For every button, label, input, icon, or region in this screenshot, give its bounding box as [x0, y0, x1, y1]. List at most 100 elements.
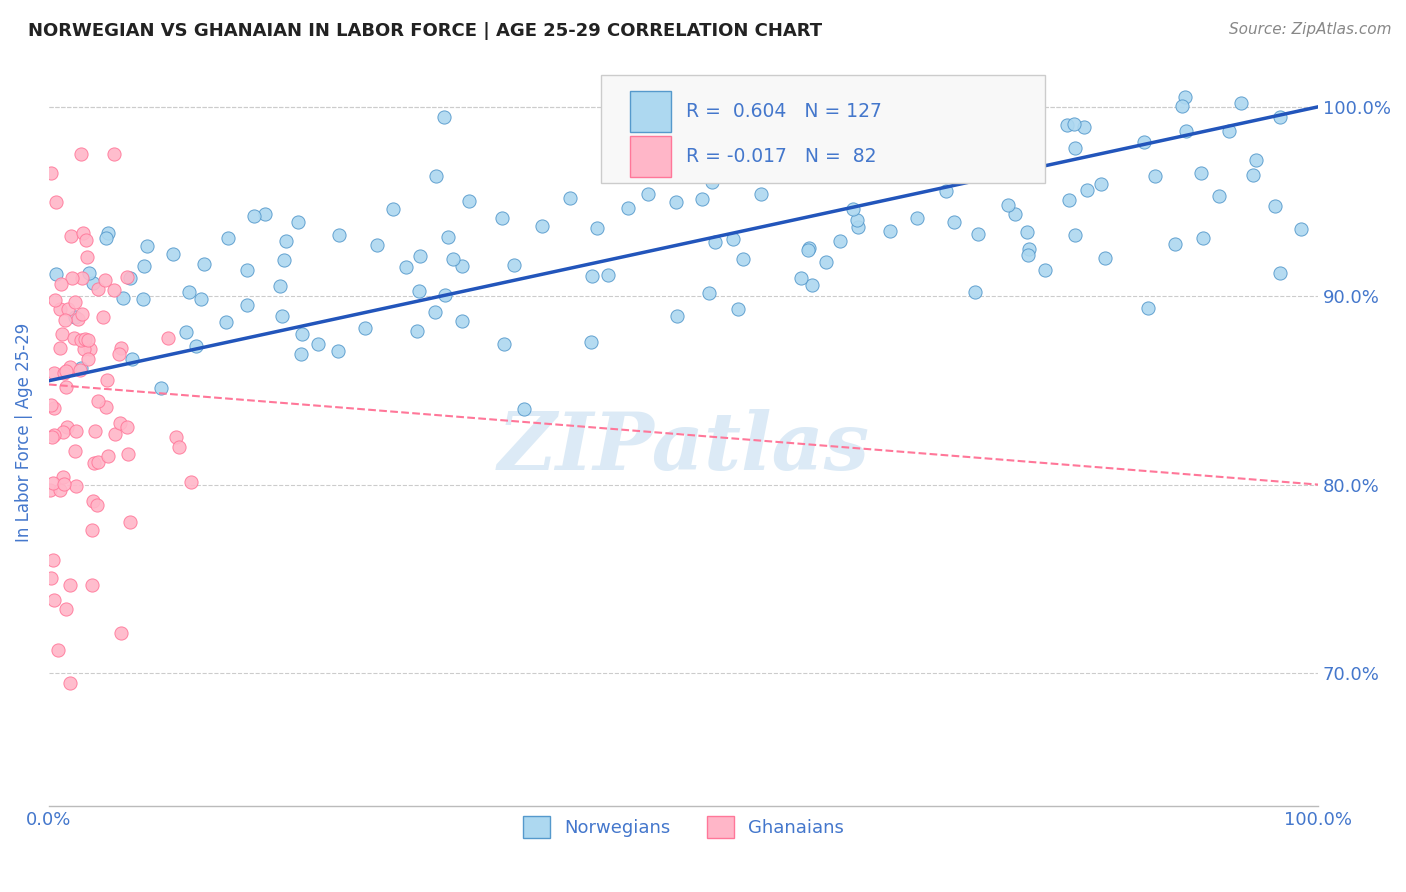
Point: [55, 363, 77, 377]
Point: [80, 578, 103, 592]
Point: [73, 343, 96, 357]
Point: [382, 202, 405, 217]
Point: [1137, 301, 1160, 315]
Point: [1035, 262, 1057, 277]
Point: [665, 194, 688, 209]
Point: [1018, 242, 1040, 256]
Point: [1175, 124, 1198, 138]
Point: [83, 456, 105, 470]
Point: [845, 213, 868, 227]
Point: [53, 367, 76, 381]
Point: [236, 298, 259, 312]
Point: [236, 262, 259, 277]
Point: [790, 270, 813, 285]
Point: [184, 339, 207, 353]
Point: [1263, 199, 1285, 213]
Point: [433, 110, 456, 124]
Point: [617, 201, 640, 215]
Point: [39, 165, 62, 179]
Point: [1090, 178, 1112, 192]
Point: [157, 331, 180, 345]
Point: [274, 235, 297, 249]
Point: [846, 220, 869, 235]
Point: [132, 259, 155, 273]
Point: [963, 151, 986, 165]
Point: [558, 191, 581, 205]
Point: [1064, 140, 1087, 154]
Point: [59, 360, 82, 375]
Point: [308, 337, 330, 351]
Point: [1189, 166, 1212, 180]
Point: [45, 267, 67, 281]
Point: [70, 270, 93, 285]
Point: [1057, 193, 1080, 207]
Point: [450, 259, 472, 273]
Point: [1063, 117, 1085, 131]
Point: [76, 250, 98, 264]
Point: [328, 344, 350, 359]
Point: [749, 187, 772, 202]
Point: [42, 475, 65, 490]
Point: [41, 430, 63, 444]
Point: [97, 226, 120, 240]
Point: [97, 450, 120, 464]
Point: [42, 553, 65, 567]
Point: [270, 310, 292, 324]
Point: [52, 477, 75, 491]
Point: [59, 577, 82, 591]
Point: [111, 291, 134, 305]
Point: [82, 523, 104, 537]
Point: [637, 186, 659, 201]
Point: [433, 288, 456, 302]
Point: [108, 416, 131, 430]
Point: [49, 301, 72, 316]
Point: [215, 315, 238, 329]
Point: [290, 347, 312, 361]
Point: [1133, 135, 1156, 149]
Point: [936, 128, 959, 142]
Point: [842, 202, 865, 216]
Point: [408, 284, 430, 298]
Point: [42, 401, 65, 415]
Point: [91, 310, 114, 324]
Point: [63, 310, 86, 324]
Point: [82, 276, 104, 290]
Point: [1268, 110, 1291, 124]
Point: [39, 483, 62, 497]
Point: [1056, 119, 1078, 133]
Point: [44, 366, 66, 380]
Point: [150, 381, 173, 395]
Point: [69, 362, 91, 376]
Point: [39, 398, 62, 412]
Point: [87, 282, 110, 296]
Point: [87, 393, 110, 408]
Point: [121, 352, 143, 367]
Text: ZIPatlas: ZIPatlas: [498, 409, 870, 486]
Point: [39, 571, 62, 585]
Point: [963, 285, 986, 300]
Point: [458, 194, 481, 208]
Point: [967, 227, 990, 242]
Point: [104, 427, 127, 442]
Point: [55, 380, 77, 394]
Point: [690, 192, 713, 206]
Point: [1230, 96, 1253, 111]
Y-axis label: In Labor Force | Age 25-29: In Labor Force | Age 25-29: [15, 323, 32, 542]
Point: [44, 293, 66, 308]
Point: [723, 232, 745, 246]
Point: [70, 333, 93, 347]
Point: [94, 273, 117, 287]
Point: [1241, 169, 1264, 183]
Point: [423, 305, 446, 319]
Point: [354, 321, 377, 335]
Point: [82, 494, 104, 508]
Point: [287, 215, 309, 229]
Point: [1004, 207, 1026, 221]
Point: [118, 516, 141, 530]
Point: [87, 454, 110, 468]
Point: [797, 241, 820, 255]
Point: [193, 256, 215, 270]
Point: [1063, 227, 1085, 242]
Point: [70, 147, 93, 161]
Point: [79, 342, 101, 356]
